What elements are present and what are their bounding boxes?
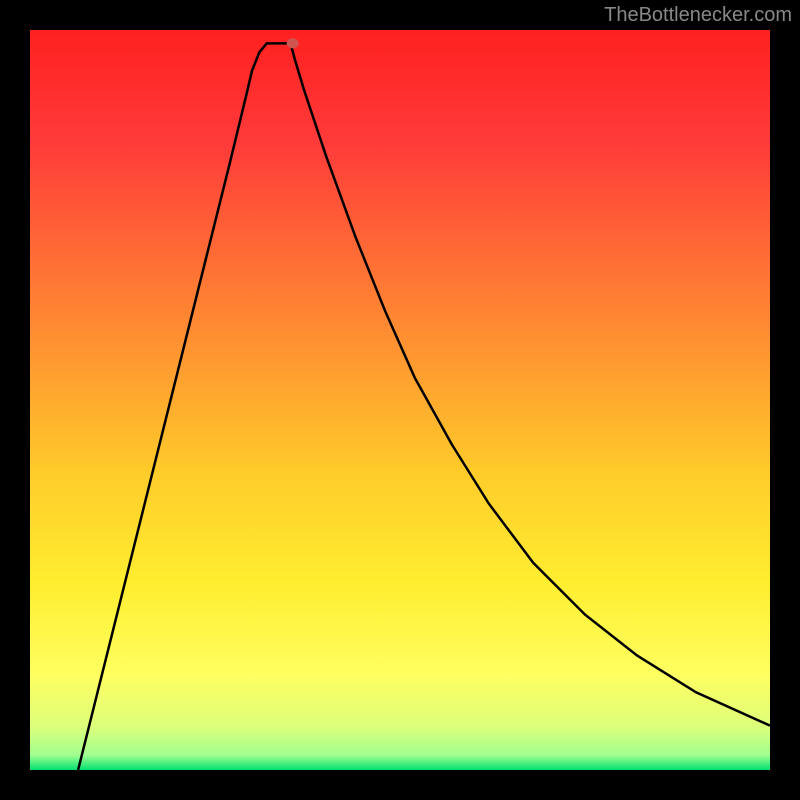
chart-markers <box>287 38 299 48</box>
chart-svg <box>30 30 770 770</box>
chart-area <box>30 30 770 770</box>
chart-background <box>30 30 770 770</box>
watermark-text: TheBottlenecker.com <box>604 4 792 27</box>
chart-marker <box>287 38 299 48</box>
